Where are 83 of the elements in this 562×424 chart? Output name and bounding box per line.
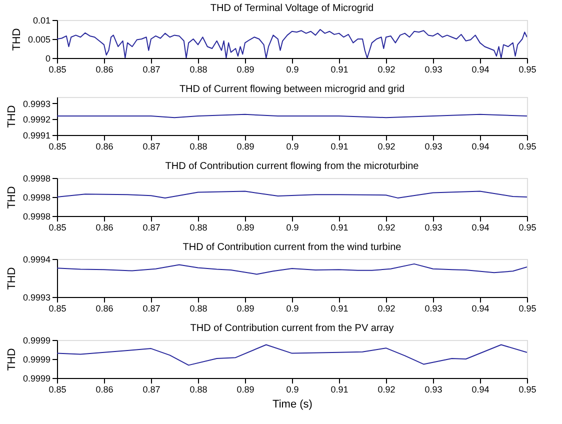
chart-title: THD of Contribution current flowing from the microturbine (165, 161, 420, 172)
x-tick-label: 0.92 (378, 64, 396, 74)
chart-title: THD of Current flowing between microgrid and grid (179, 84, 405, 95)
x-axis-title: Time (s) (272, 398, 312, 410)
x-tick-label: 0.86 (96, 142, 114, 152)
y-tick-label: 0.9998 (22, 212, 50, 222)
x-tick-label: 0.86 (96, 384, 114, 394)
y-axis-title: THD (6, 348, 18, 371)
chart-title: THD of Contribution current from the PV array (190, 323, 394, 334)
x-tick-label: 0.87 (142, 222, 160, 232)
x-tick-label: 0.92 (378, 222, 396, 232)
x-tick-label: 0.85 (48, 64, 66, 74)
x-tick-label: 0.92 (378, 142, 396, 152)
x-tick-label: 0.92 (378, 304, 396, 314)
x-tick-label: 0.87 (142, 64, 160, 74)
x-tick-label: 0.91 (330, 304, 348, 314)
x-tick-label: 0.89 (236, 304, 254, 314)
x-tick-label: 0.94 (472, 142, 490, 152)
x-tick-label: 0.88 (190, 64, 208, 74)
y-tick-label: 0.9993 (22, 98, 50, 109)
y-tick-label: 0.9991 (22, 130, 50, 140)
y-tick-label: 0.005 (28, 34, 50, 44)
y-tick-label: 0.9999 (22, 374, 50, 384)
x-tick-label: 0.9 (286, 222, 299, 232)
x-tick-label: 0.89 (236, 64, 254, 74)
x-tick-label: 0.89 (236, 384, 254, 394)
chart-title: THD of Terminal Voltage of Microgrid (210, 3, 374, 14)
y-tick-label: 0.9993 (22, 292, 50, 302)
y-tick-label: 0.9999 (22, 354, 50, 364)
x-tick-label: 0.89 (236, 142, 254, 152)
x-tick-label: 0.95 (518, 222, 536, 232)
x-tick-label: 0.93 (424, 64, 442, 74)
y-tick-label: 0.9999 (22, 336, 50, 346)
line-series (57, 263, 527, 275)
x-tick-label: 0.91 (330, 384, 348, 394)
x-tick-label: 0.95 (518, 142, 536, 152)
x-tick-label: 0.85 (48, 142, 66, 152)
y-axis-title: THD (6, 105, 18, 128)
x-tick-label: 0.91 (330, 142, 348, 152)
y-tick-label: 0.9992 (22, 114, 50, 125)
x-tick-label: 0.88 (190, 384, 208, 394)
x-tick-label: 0.9 (286, 304, 299, 314)
x-tick-label: 0.85 (48, 304, 66, 314)
x-tick-label: 0.94 (472, 384, 490, 394)
x-tick-label: 0.86 (96, 222, 114, 232)
x-tick-label: 0.9 (286, 64, 299, 74)
x-tick-label: 0.95 (518, 384, 536, 394)
x-tick-label: 0.93 (424, 304, 442, 314)
line-series (57, 344, 527, 366)
x-tick-label: 0.88 (190, 304, 208, 314)
x-tick-label: 0.95 (518, 304, 536, 314)
chart-title: THD of Contribution current from the wind turbine (182, 242, 402, 253)
x-tick-label: 0.88 (190, 142, 208, 152)
y-tick-label: 0.9994 (22, 254, 50, 264)
x-tick-label: 0.86 (96, 304, 114, 314)
x-tick-label: 0.86 (96, 64, 114, 74)
x-tick-label: 0.85 (48, 222, 66, 232)
y-tick-label: 0.9998 (22, 192, 50, 202)
x-tick-label: 0.94 (472, 304, 490, 314)
y-tick-label: 0.01 (32, 16, 50, 26)
x-tick-label: 0.93 (424, 384, 442, 394)
x-tick-label: 0.89 (236, 222, 254, 232)
x-tick-label: 0.87 (142, 384, 160, 394)
y-axis-title: THD (10, 28, 23, 51)
x-tick-label: 0.9 (286, 384, 299, 394)
y-tick-label: 0 (45, 54, 50, 64)
x-tick-label: 0.85 (48, 384, 66, 394)
x-tick-label: 0.94 (472, 64, 490, 74)
x-tick-label: 0.88 (190, 222, 208, 232)
x-tick-label: 0.87 (142, 304, 160, 314)
y-tick-label: 0.9998 (22, 174, 50, 184)
x-tick-label: 0.92 (378, 384, 396, 394)
y-axis-title: THD (6, 186, 18, 209)
x-tick-label: 0.91 (330, 222, 348, 232)
y-axis-title: THD (6, 267, 18, 290)
x-tick-label: 0.95 (518, 64, 536, 74)
x-tick-label: 0.87 (142, 142, 160, 152)
x-tick-label: 0.93 (424, 142, 442, 152)
x-tick-label: 0.94 (472, 222, 490, 232)
line-series (57, 190, 527, 198)
x-tick-label: 0.9 (286, 142, 299, 152)
x-tick-label: 0.93 (424, 222, 442, 232)
x-tick-label: 0.91 (330, 64, 348, 74)
